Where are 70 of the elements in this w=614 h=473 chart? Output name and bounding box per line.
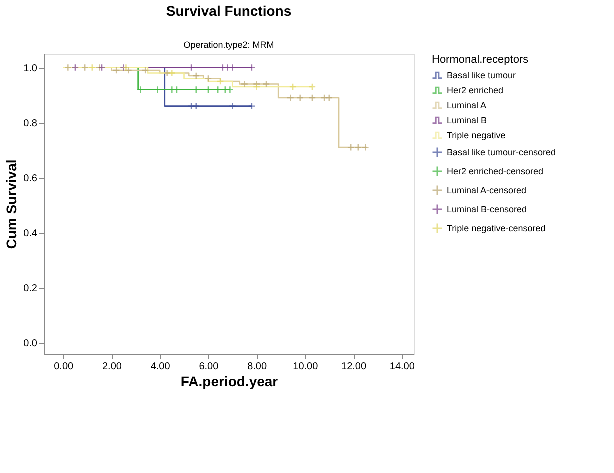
point <box>192 72 200 80</box>
point <box>204 75 212 83</box>
point <box>88 64 96 72</box>
point <box>326 94 334 102</box>
point <box>142 66 150 74</box>
point <box>240 80 248 88</box>
legend-title: Hormonal.receptors <box>432 54 530 66</box>
point <box>214 86 222 94</box>
point <box>168 70 176 78</box>
point <box>320 94 328 102</box>
y-tick-label: 1.0 <box>24 63 38 74</box>
x-tick-label: 6.00 <box>199 362 220 372</box>
point <box>188 102 196 110</box>
y-axis-title: Cum Survival <box>4 160 20 250</box>
point <box>308 83 316 91</box>
x-axis-title: FA.period.year <box>180 374 279 390</box>
point <box>188 64 196 72</box>
point <box>136 86 144 94</box>
y-tick-label: 0.8 <box>24 118 38 130</box>
point <box>228 64 236 72</box>
point <box>296 94 304 102</box>
point <box>286 94 294 102</box>
point <box>192 86 200 94</box>
point <box>204 86 212 94</box>
point <box>289 83 297 91</box>
point <box>164 70 172 78</box>
point <box>253 83 261 91</box>
point <box>64 64 72 72</box>
x-tick-label: 10.00 <box>293 362 319 372</box>
point <box>347 144 355 152</box>
legend-label: Luminal B-censored <box>447 204 528 214</box>
point <box>168 86 176 94</box>
x-tick-label: 4.00 <box>150 362 171 372</box>
point <box>154 86 162 94</box>
point <box>173 86 181 94</box>
point <box>72 64 80 72</box>
y-tick-label: 0.4 <box>24 228 38 240</box>
x-tick-label: 0.00 <box>54 362 74 372</box>
legend-label: Luminal A <box>447 100 487 110</box>
x-tick-label: 8.00 <box>248 362 268 372</box>
point <box>362 144 370 152</box>
legend-label: Luminal A-censored <box>447 186 527 196</box>
point <box>228 102 236 110</box>
legend-label: Triple negative-censored <box>447 224 546 234</box>
legend-label: Triple negative <box>447 130 506 140</box>
y-tick-label: 0.0 <box>24 338 38 350</box>
point <box>262 80 270 88</box>
point <box>354 144 362 152</box>
point <box>308 94 316 102</box>
x-tick-label: 2.00 <box>102 362 122 372</box>
x-tick-label: 14.00 <box>390 362 416 372</box>
x-tick-label: 12.00 <box>342 362 367 372</box>
point <box>222 86 230 94</box>
point <box>192 102 200 110</box>
point <box>216 78 224 86</box>
point <box>219 64 227 72</box>
y-tick-label: 0.6 <box>24 173 38 184</box>
legend-label: Her2 enriched-censored <box>447 166 544 176</box>
chart-subtitle: Operation.type2: MRM <box>184 40 274 50</box>
chart-title: Survival Functions <box>166 3 292 19</box>
point <box>124 66 132 74</box>
legend-label: Her2 enriched <box>447 86 504 96</box>
point <box>98 64 106 72</box>
point <box>112 66 120 74</box>
point <box>81 64 89 72</box>
point <box>224 64 232 72</box>
legend-label: Luminal B <box>447 116 488 126</box>
legend-label: Basal like tumour <box>447 70 516 80</box>
legend-label: Basal like tumour-censored <box>447 148 556 158</box>
y-tick-label: 0.2 <box>24 283 38 294</box>
